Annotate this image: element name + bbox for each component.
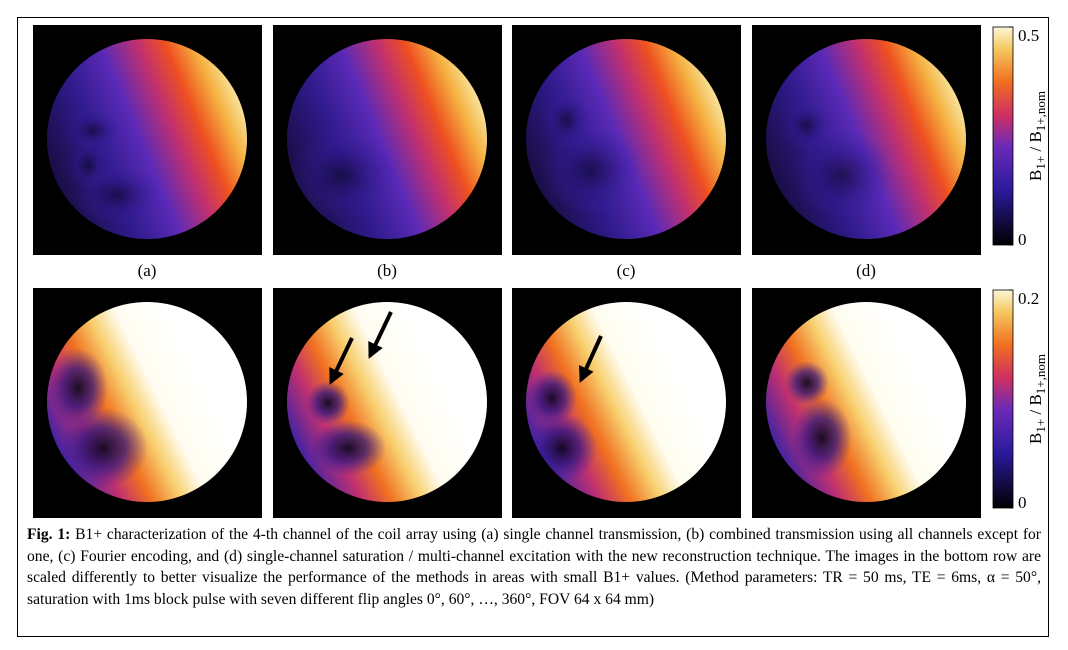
colorbar-tick-label: 0.5	[1018, 26, 1039, 45]
image-panel: (a)	[33, 25, 262, 280]
label-text: / B	[1026, 131, 1045, 156]
label-subscript: 1+	[1033, 419, 1048, 433]
low-field-region	[306, 381, 350, 425]
image-panel	[512, 288, 741, 518]
label-subscript: 1+,nom	[1033, 91, 1048, 131]
image-panel: (b)	[273, 25, 502, 280]
label-text: B	[1026, 433, 1045, 444]
caption-text: B1+ characterization of the 4-th channel…	[27, 526, 1041, 608]
label-subscript: 1+	[1033, 156, 1048, 170]
panel-label: (c)	[617, 261, 636, 280]
colorbar-tick-label: 0	[1018, 230, 1027, 249]
image-panel	[33, 288, 262, 518]
image-panel: (d)	[752, 25, 981, 280]
low-field-region	[310, 420, 386, 476]
colorbar	[993, 27, 1013, 245]
low-field-region	[792, 398, 852, 478]
label-text: / B	[1026, 394, 1045, 419]
panel-label: (d)	[856, 261, 876, 280]
colorbar	[993, 290, 1013, 508]
low-field-region	[68, 140, 108, 190]
low-field-region	[792, 130, 892, 220]
label-text: B	[1026, 170, 1045, 181]
caption: Fig. 1: B1+ characterization of the 4-th…	[27, 524, 1041, 610]
colorbar-tick-label: 0	[1018, 493, 1027, 512]
low-field-region	[542, 125, 642, 215]
label-subscript: 1+,nom	[1033, 354, 1048, 394]
panel-label: (b)	[377, 261, 397, 280]
caption-label: Fig. 1:	[27, 526, 70, 543]
page: {"figure": { "panel_labels": ["(a)", "(b…	[0, 0, 1068, 650]
colorbar-tick-label: 0.2	[1018, 289, 1039, 308]
image-panel: (c)	[512, 25, 741, 280]
colorbar-label: B1+ / B1+,nom	[1026, 354, 1048, 444]
image-panel	[752, 288, 981, 518]
panel-label: (a)	[138, 261, 157, 280]
colorbar-label: B1+ / B1+,nom	[1026, 91, 1048, 181]
